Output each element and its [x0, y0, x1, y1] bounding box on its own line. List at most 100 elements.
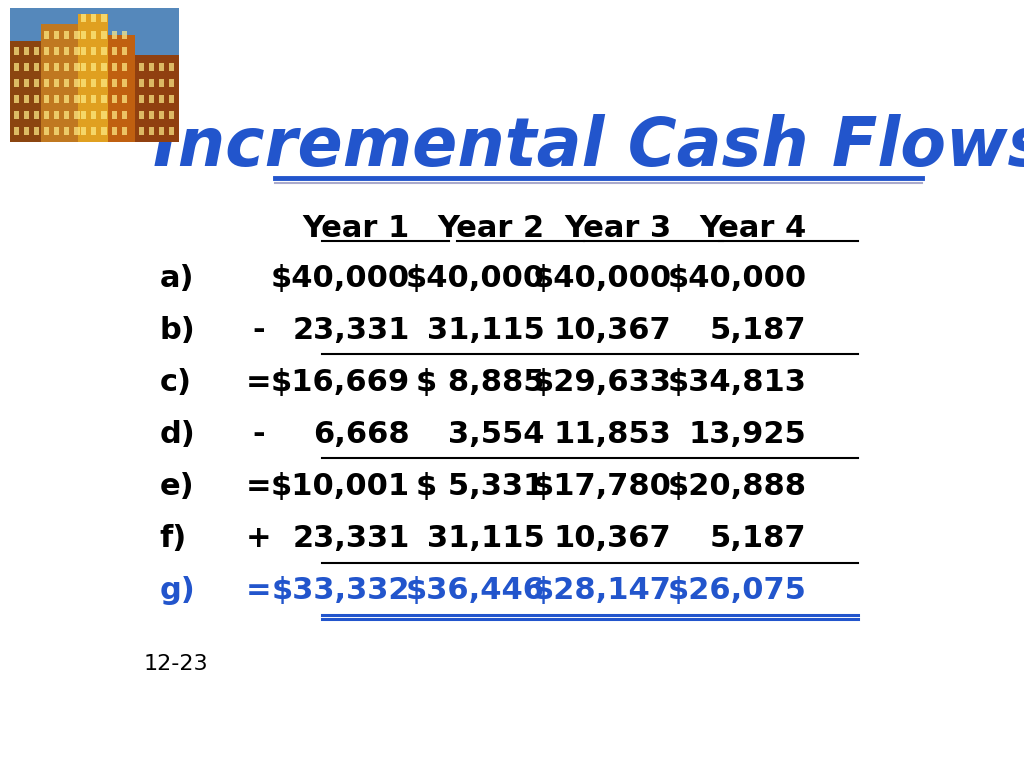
Text: $28,147: $28,147 [532, 576, 672, 605]
Text: 10,367: 10,367 [554, 316, 672, 345]
Bar [112, 95, 117, 103]
Bar [75, 47, 80, 55]
Bar [101, 127, 106, 135]
Text: $40,000: $40,000 [668, 264, 807, 293]
Text: $20,888: $20,888 [668, 472, 807, 501]
Bar [91, 95, 96, 103]
Bar [138, 63, 143, 71]
Text: $34,813: $34,813 [668, 368, 807, 397]
Bar [54, 95, 59, 103]
Bar [34, 63, 39, 71]
Text: 13,925: 13,925 [689, 420, 807, 449]
Bar [159, 79, 164, 87]
Text: a): a) [160, 264, 195, 293]
Bar [91, 127, 96, 135]
Bar [91, 31, 96, 38]
Text: 23,331: 23,331 [293, 524, 410, 553]
Bar [65, 111, 70, 119]
Bar [54, 127, 59, 135]
Bar [159, 111, 164, 119]
Text: 31,115: 31,115 [427, 524, 545, 553]
Bar [65, 127, 70, 135]
Text: =: = [246, 368, 271, 397]
Text: $ 8,885: $ 8,885 [416, 368, 545, 397]
Bar [138, 79, 143, 87]
Bar [13, 111, 18, 119]
Bar [75, 111, 80, 119]
Bar [81, 63, 86, 71]
Text: $29,633: $29,633 [532, 368, 672, 397]
Bar [44, 31, 49, 38]
Bar [122, 95, 127, 103]
Bar [112, 31, 117, 38]
Bar [91, 111, 96, 119]
Bar [13, 79, 18, 87]
Bar [81, 15, 86, 22]
Bar [112, 127, 117, 135]
Bar [159, 127, 164, 135]
Bar [34, 47, 39, 55]
Bar [169, 79, 174, 87]
Bar [122, 47, 127, 55]
Text: $33,332: $33,332 [271, 576, 410, 605]
Bar [44, 47, 49, 55]
Text: $40,000: $40,000 [406, 264, 545, 293]
Bar [81, 47, 86, 55]
Text: 6,668: 6,668 [313, 420, 410, 449]
Bar [24, 63, 29, 71]
Bar [112, 47, 117, 55]
Text: c): c) [160, 368, 191, 397]
Bar [54, 47, 59, 55]
Bar [65, 95, 70, 103]
Bar [44, 79, 49, 87]
Bar [24, 47, 29, 55]
Bar [91, 63, 96, 71]
Bar [81, 95, 86, 103]
Bar [65, 63, 70, 71]
Text: 23,331: 23,331 [293, 316, 410, 345]
Text: $40,000: $40,000 [532, 264, 672, 293]
Bar [65, 31, 70, 38]
Text: 31,115: 31,115 [427, 316, 545, 345]
Text: Incremental Cash Flows: Incremental Cash Flows [154, 114, 1024, 180]
Bar [91, 47, 96, 55]
Bar [112, 79, 117, 87]
Text: 12-23: 12-23 [143, 654, 209, 674]
Text: Year 4: Year 4 [699, 214, 807, 243]
Text: Year 3: Year 3 [564, 214, 672, 243]
Text: $10,001: $10,001 [270, 472, 410, 501]
Text: e): e) [160, 472, 195, 501]
Bar [109, 35, 135, 142]
Bar [122, 111, 127, 119]
Bar [75, 127, 80, 135]
Bar [101, 31, 106, 38]
Bar [75, 63, 80, 71]
Text: b): b) [160, 316, 196, 345]
Bar [138, 95, 143, 103]
Bar [148, 63, 154, 71]
Bar [101, 15, 106, 22]
Bar [54, 31, 59, 38]
Bar [41, 24, 78, 142]
Bar [112, 63, 117, 71]
Bar [24, 95, 29, 103]
Text: -: - [253, 316, 265, 345]
Bar [24, 127, 29, 135]
Bar [148, 79, 154, 87]
Bar [34, 127, 39, 135]
Bar [24, 79, 29, 87]
Text: d): d) [160, 420, 196, 449]
Text: $17,780: $17,780 [532, 472, 672, 501]
Bar [148, 111, 154, 119]
Bar [81, 79, 86, 87]
Bar [148, 127, 154, 135]
Bar [34, 95, 39, 103]
Bar [24, 111, 29, 119]
Bar [13, 95, 18, 103]
Bar [54, 111, 59, 119]
Bar [101, 79, 106, 87]
Bar [159, 95, 164, 103]
Bar [75, 95, 80, 103]
Bar [65, 79, 70, 87]
Text: $16,669: $16,669 [270, 368, 410, 397]
